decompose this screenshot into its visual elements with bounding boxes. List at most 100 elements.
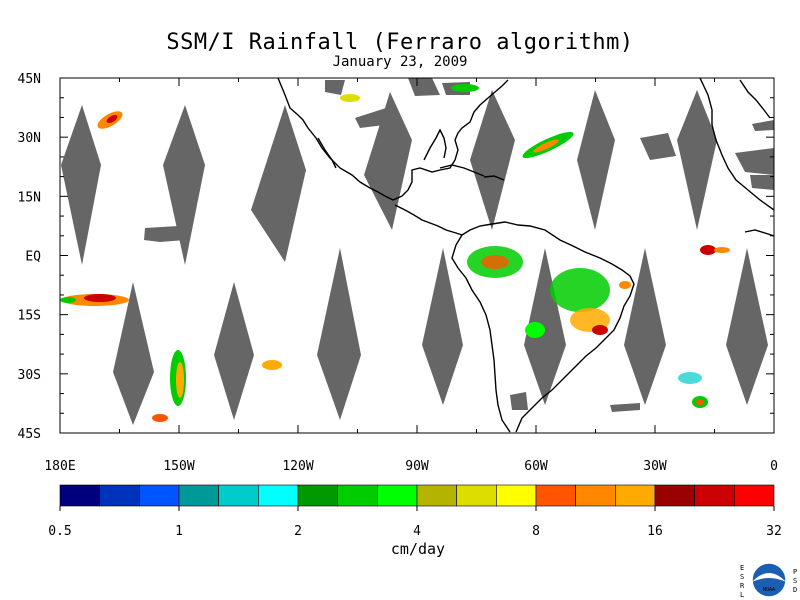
south-america-coast bbox=[461, 221, 635, 433]
colorbar-swatch bbox=[377, 484, 418, 507]
colorbar-swatch bbox=[654, 484, 695, 507]
colorbar-swatch bbox=[337, 484, 378, 507]
coastlines bbox=[277, 78, 774, 433]
north-america-coast bbox=[277, 78, 509, 201]
noaa-text: NOAA bbox=[763, 587, 775, 593]
florida-coast bbox=[423, 128, 447, 161]
noaa-emblem bbox=[751, 562, 787, 598]
longitude-axis: 180E 150W 120W 90W 60W 30W 0 bbox=[44, 78, 778, 474]
rain-cluster bbox=[340, 94, 360, 102]
swath-gap bbox=[214, 282, 254, 420]
lat-tick-label: 45S bbox=[18, 427, 41, 442]
lat-tick-label: 15S bbox=[18, 309, 41, 324]
rain-cluster bbox=[714, 247, 730, 253]
swath-gaps bbox=[61, 78, 774, 425]
colorbar-tick-label: 8 bbox=[532, 524, 540, 539]
colorbar-swatch bbox=[178, 484, 219, 507]
hispaniola-coast bbox=[483, 175, 505, 181]
lon-tick-label: 0 bbox=[770, 459, 778, 474]
swath-gap bbox=[470, 90, 515, 230]
swath-gap bbox=[735, 148, 774, 175]
colorbar-swatch bbox=[59, 484, 100, 507]
swath-gap bbox=[677, 90, 717, 230]
lon-tick-label: 30W bbox=[643, 459, 667, 474]
colorbar-swatch bbox=[456, 484, 497, 507]
colorbar-swatch bbox=[416, 484, 457, 507]
swath-gap bbox=[408, 78, 440, 96]
rain-clusters bbox=[60, 84, 730, 422]
swath-gap bbox=[524, 248, 566, 405]
colorbar-tick-label: 2 bbox=[294, 524, 302, 539]
cuba-coast bbox=[439, 164, 485, 177]
map-frame bbox=[59, 77, 775, 434]
rain-cluster bbox=[262, 360, 282, 370]
rain-cluster bbox=[592, 325, 608, 335]
latitude-axis: 45N 30N 15N EQ 15S 30S 45S bbox=[18, 72, 774, 442]
colorbar-swatch bbox=[218, 484, 259, 507]
colorbar-ticks: 0.5 1 2 4 8 16 32 bbox=[48, 506, 782, 539]
swath-gap bbox=[752, 120, 774, 131]
swath-gap bbox=[364, 92, 412, 230]
logo-letter: E bbox=[740, 564, 744, 572]
swath-gap bbox=[251, 105, 306, 262]
colorbar-swatch bbox=[535, 484, 576, 507]
lat-tick-label: 30N bbox=[18, 131, 41, 146]
rain-cluster bbox=[678, 372, 702, 384]
rain-cluster bbox=[533, 139, 559, 153]
logo-letter: R bbox=[740, 582, 745, 590]
colorbar-swatch bbox=[139, 484, 180, 507]
swath-gap bbox=[144, 226, 186, 242]
lat-tick-label: 30S bbox=[18, 368, 41, 383]
logo-letter: P bbox=[793, 568, 797, 576]
lat-tick-label: 15N bbox=[18, 190, 41, 205]
rain-cluster bbox=[481, 255, 509, 269]
colorbar-swatch bbox=[496, 484, 537, 507]
swath-gap bbox=[113, 282, 154, 425]
lon-tick-label: 90W bbox=[405, 459, 429, 474]
rain-cluster bbox=[84, 294, 116, 302]
south-america-west-coast bbox=[451, 234, 511, 433]
rain-cluster bbox=[696, 399, 704, 405]
colorbar-swatch bbox=[615, 484, 656, 507]
lat-tick-label: EQ bbox=[25, 250, 41, 265]
colorbar-swatch bbox=[297, 484, 338, 507]
colorbar-swatch bbox=[575, 484, 616, 507]
swath-gap bbox=[510, 392, 528, 410]
central-america-coast bbox=[394, 204, 463, 236]
colorbar-swatch bbox=[99, 484, 140, 507]
africa-coast bbox=[699, 78, 774, 211]
lon-tick-label: 180E bbox=[44, 459, 75, 474]
swath-gap bbox=[640, 133, 676, 160]
colorbar-unit-label: cm/day bbox=[391, 540, 445, 558]
swath-gap bbox=[750, 175, 774, 190]
swath-gap bbox=[163, 105, 205, 265]
swath-gap bbox=[61, 105, 101, 265]
logo-letter: D bbox=[793, 586, 797, 594]
swath-gap bbox=[726, 248, 768, 405]
swath-gap bbox=[577, 90, 615, 230]
gulf-of-guinea-coast bbox=[744, 229, 774, 237]
lon-tick-label: 150W bbox=[163, 459, 194, 474]
lat-tick-label: 45N bbox=[18, 72, 41, 87]
lon-tick-label: 120W bbox=[282, 459, 313, 474]
colorbar-tick-label: 32 bbox=[766, 524, 782, 539]
map-date: January 23, 2009 bbox=[332, 54, 468, 70]
lon-tick-label: 60W bbox=[524, 459, 548, 474]
logo-letter: L bbox=[740, 591, 744, 599]
map-area bbox=[60, 78, 774, 433]
swath-gap bbox=[355, 108, 392, 128]
logo-letter: S bbox=[793, 577, 797, 585]
rain-cluster bbox=[700, 245, 716, 255]
noaa-esrl-psd-logo: E S R L P S D NOAA bbox=[740, 562, 797, 599]
rain-cluster bbox=[451, 84, 479, 92]
logo-letter: S bbox=[740, 573, 744, 581]
noaa-bird-icon bbox=[752, 573, 786, 582]
colorbar-tick-label: 0.5 bbox=[48, 524, 71, 539]
rain-cluster bbox=[176, 362, 184, 398]
rain-cluster bbox=[550, 268, 610, 312]
swath-gap bbox=[624, 248, 666, 405]
map-title: SSM/I Rainfall (Ferraro algorithm) bbox=[166, 30, 634, 55]
swath-gap bbox=[610, 403, 640, 412]
swath-gap bbox=[325, 80, 345, 95]
